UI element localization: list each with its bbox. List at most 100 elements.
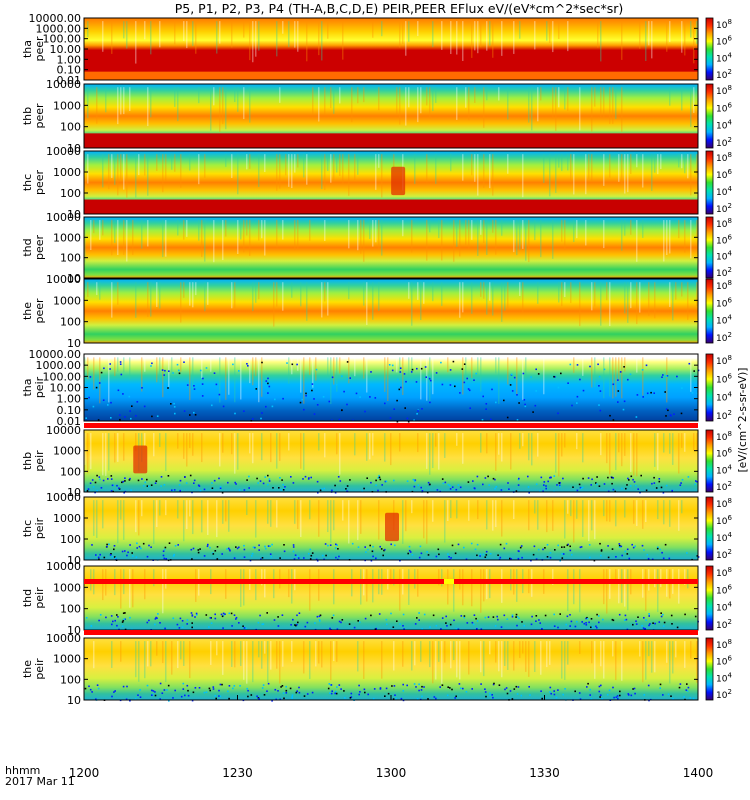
status-bar [84,423,698,428]
spectrogram-texture [87,87,695,132]
y-tick-label: 10 [67,486,81,499]
noise-speckle [85,360,700,423]
y-tick-label: 100 [60,673,81,686]
spectrogram-texture [93,500,683,544]
y-tick-label: 100 [60,603,81,616]
spectrogram-texture [84,220,698,263]
y-tick-label: 10000 [46,491,81,504]
y-tick-label: 100.00 [43,33,82,46]
colorbar-tick: 108 [716,354,732,367]
colorbar-tick: 102 [716,548,732,561]
spectrogram-panel-thb-peer: 10000 1000 100 10 thb peer 108 106 104 102 [21,78,732,155]
panel-probe-label: thd [21,238,34,256]
colorbar-tick: 106 [716,233,732,246]
y-tick-label: 10000 [46,632,81,645]
y-tick-label: 1000.00 [36,22,82,35]
spectrogram-texture [84,154,698,198]
panel-species-label: peir [33,376,46,398]
panel-species-label: peir [33,587,46,609]
colorbar-tick: 104 [716,314,732,327]
colorbar-tick: 106 [716,514,732,527]
flux-enhancement [133,445,148,474]
colorbar: 108 106 104 102 [705,278,732,344]
spectrogram-panel-the-peir: 10000 1000 100 10 the peir 108 106 104 102 [21,632,732,707]
colorbar: 108 106 104 102 [705,496,732,561]
panel-species-label: peer [33,36,46,62]
y-tick-label: 10 [67,142,81,155]
colorbar-tick: 102 [716,480,732,493]
y-tick-label: 0.10 [57,404,82,417]
colorbar: 108 106 104 102 [705,565,732,631]
status-bar [84,630,698,635]
colorbar-tick: 102 [716,618,732,631]
panel-species-label: peir [33,658,46,680]
colorbar-tick: 102 [716,68,732,81]
spectrogram-image [84,430,698,492]
colorbar-tick: 106 [716,296,732,309]
spectrogram-panel-the-peer: 10000 1000 100 10 the peer 108 106 104 102 [21,273,732,350]
panel-frame [83,83,699,149]
spectrogram-texture [84,357,692,404]
colorbar-tick: 108 [716,497,732,510]
spectrogram-texture [87,21,698,64]
noise-speckle [86,474,698,494]
colorbar: 108 106 104 102 [705,637,732,701]
colorbar-tick: 102 [716,266,732,279]
panel-probe-label: tha [21,40,34,58]
panel-probe-label: the [21,302,34,320]
panel-probe-label: thc [21,174,34,191]
y-tick-label: 0.10 [57,64,82,77]
colorbar-tick: 106 [716,447,732,460]
y-tick-label: 100 [60,465,81,478]
y-tick-label: 1000 [53,166,81,179]
colorbar-tick: 102 [716,202,732,215]
colorbar: 108 106 104 102 [705,429,732,493]
y-tick-label: 10 [67,554,81,567]
y-tick-label: 1000 [53,99,81,112]
spectrogram-panel-thc-peir: 10000 1000 100 10 thc peir 108 106 104 102 [21,491,732,567]
y-tick-label: 10.00 [50,43,82,56]
colorbar: 108 106 104 102 [705,17,732,81]
y-tick-label: 0.01 [57,74,82,87]
spectrogram-panel-thd-peer: 10000 1000 100 10 thd peer 108 106 104 102 [21,211,732,285]
y-tick-label: 10 [67,624,81,637]
spectrogram-texture [87,282,698,327]
panel-probe-label: thb [21,452,34,470]
colorbar-tick: 108 [716,151,732,164]
spectrogram-image [84,354,698,421]
panel-probe-label: thc [21,520,34,537]
x-label-hhmm: hhmm [5,764,40,777]
y-tick-label: 10000 [46,78,81,91]
y-tick-label: 1000 [53,512,81,525]
flux-enhancement [385,512,399,542]
colorbar-tick: 104 [716,601,732,614]
panel-species-label: peer [33,103,46,129]
y-tick-label: 10000 [46,145,81,158]
colorbar-tick: 108 [716,279,732,292]
colorbar: 108 106 104 102 [705,216,732,279]
y-tick-label: 1000 [53,231,81,244]
y-tick-label: 10000 [46,424,81,437]
panel-probe-label: tha [21,378,34,396]
y-tick-label: 10000 [46,560,81,573]
y-tick-label: 0.01 [57,415,82,428]
y-tick-label: 100 [60,316,81,329]
y-tick-label: 100 [60,533,81,546]
colorbar-tick: 104 [716,185,732,198]
colorbar-tick: 106 [716,35,732,48]
spectrogram-panel-thb-peir: 10000 1000 100 10 thb peir 108 106 104 102 [21,424,732,499]
spectrogram-image [84,151,698,214]
x-tick-label: 1300 [376,766,407,780]
colorbar-tick: 102 [716,331,732,344]
spectrogram-panel-thd-peir: 10000 1000 100 10 thd peir 108 106 104 102 [21,560,732,637]
colorbar-tick: 108 [716,638,732,651]
panel-frame [83,496,699,561]
panel-frame [83,216,699,279]
colorbar-tick: 108 [716,217,732,230]
y-tick-label: 10 [67,337,81,350]
colorbar: 108 106 104 102 [705,353,732,422]
y-tick-label: 10000.00 [29,12,82,25]
colorbar-tick: 106 [716,655,732,668]
